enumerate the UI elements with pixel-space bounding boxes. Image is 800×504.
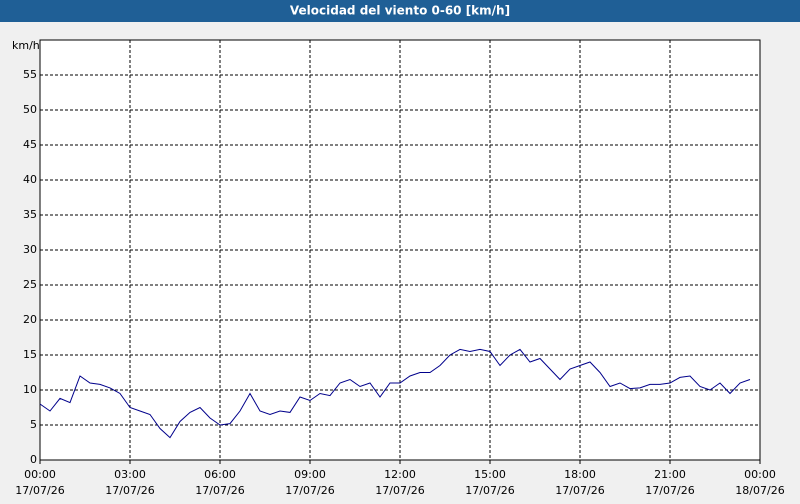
x-tick-label: 17/07/26 <box>555 484 604 497</box>
y-tick-label: 5 <box>30 418 37 431</box>
title-bar <box>0 0 800 22</box>
x-tick-label: 17/07/26 <box>15 484 64 497</box>
y-axis-label: km/h <box>12 39 40 52</box>
y-tick-label: 35 <box>23 208 37 221</box>
y-tick-label: 45 <box>23 138 37 151</box>
x-tick-label: 00:00 <box>744 468 776 481</box>
y-tick-label: 30 <box>23 243 37 256</box>
x-tick-label: 17/07/26 <box>465 484 514 497</box>
data-line <box>39 348 751 439</box>
x-tick-label: 21:00 <box>654 468 686 481</box>
y-tick-label: 20 <box>23 313 37 326</box>
y-tick-label: 25 <box>23 278 37 291</box>
x-tick-label: 17/07/26 <box>105 484 154 497</box>
x-tick-label: 17/07/26 <box>285 484 334 497</box>
x-tick-label: 06:00 <box>204 468 236 481</box>
y-tick-label: 15 <box>23 348 37 361</box>
x-tick-label: 03:00 <box>114 468 146 481</box>
x-tick-label: 17/07/26 <box>645 484 694 497</box>
y-tick-label: 10 <box>23 383 37 396</box>
y-tick-label: 55 <box>23 68 37 81</box>
x-tick-label: 18/07/26 <box>735 484 784 497</box>
x-tick-label: 18:00 <box>564 468 596 481</box>
x-tick-label: 17/07/26 <box>375 484 424 497</box>
chart-title: Velocidad del viento 0-60 [km/h] <box>290 4 510 18</box>
x-tick-label: 00:00 <box>24 468 56 481</box>
y-tick-label: 50 <box>23 103 37 116</box>
x-tick-label: 12:00 <box>384 468 416 481</box>
x-tick-label: 17/07/26 <box>195 484 244 497</box>
x-tick-label: 09:00 <box>294 468 326 481</box>
y-tick-label: 40 <box>23 173 37 186</box>
x-tick-label: 15:00 <box>474 468 506 481</box>
y-tick-label: 0 <box>30 453 37 466</box>
